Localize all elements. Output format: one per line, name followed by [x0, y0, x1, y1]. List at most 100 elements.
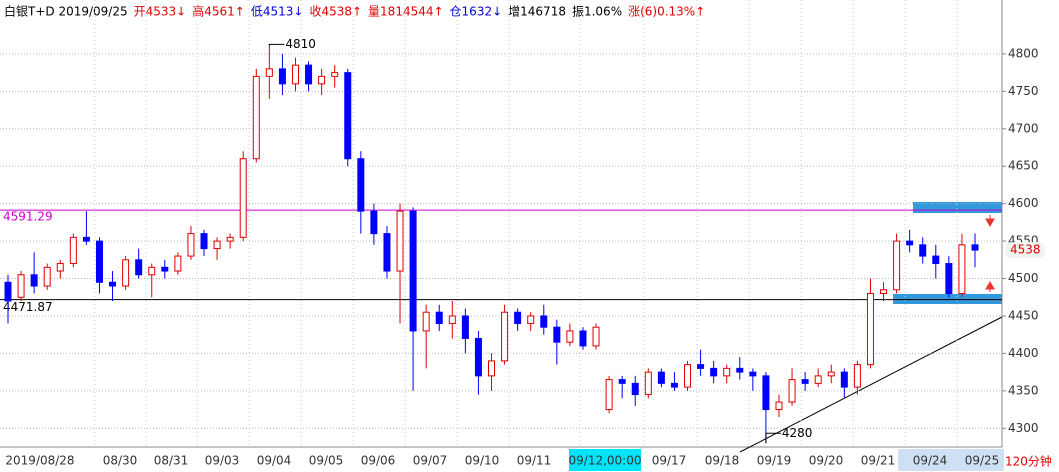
x-tick-label: 09/18: [705, 454, 740, 468]
candle-body: [723, 367, 731, 377]
last-price-box: [1005, 242, 1045, 259]
candle-body: [69, 236, 77, 265]
support-zone: [893, 294, 1002, 304]
y-tick-label: 4300: [1008, 421, 1039, 435]
candle-body: [697, 364, 705, 369]
candle-body: [161, 266, 169, 272]
candle-body: [82, 236, 90, 242]
header-item: 仓1632↓: [450, 5, 503, 19]
candle-body: [919, 244, 927, 257]
candle-body: [200, 233, 208, 250]
candle-body: [56, 263, 64, 272]
x-tick-label: 09/11: [517, 454, 552, 468]
candle-body: [331, 72, 339, 77]
candle-body: [958, 244, 966, 295]
candle-body: [213, 240, 221, 250]
x-tick-label: 09/12,00:00: [569, 454, 642, 468]
x-tick-label: 09/06: [361, 454, 396, 468]
candle-body: [684, 364, 692, 388]
header-item: 低4513↓: [251, 5, 304, 19]
candle-body: [579, 330, 587, 347]
candle-body: [265, 68, 273, 77]
x-tick-label: 2019/08/28: [5, 454, 74, 468]
x-tick-label: 09/20: [809, 454, 844, 468]
up-arrow: [985, 280, 995, 292]
candle-body: [932, 255, 940, 265]
candle-body: [840, 371, 848, 388]
x-tick-label: 09/25: [965, 454, 1000, 468]
candle-body: [644, 371, 652, 396]
cursor-date-box: [569, 449, 641, 471]
high-label: 4810: [285, 37, 316, 51]
candle-body: [226, 236, 234, 242]
candle-body: [357, 158, 365, 212]
x-tick-label: 09/07: [413, 454, 448, 468]
x-tick-label: 09/19: [757, 454, 792, 468]
candle-body: [383, 233, 391, 272]
trend-line: [739, 316, 1003, 453]
candle-body: [305, 64, 313, 85]
candle-body: [866, 293, 874, 366]
candle-body: [827, 371, 835, 377]
low-label: 4280: [782, 426, 813, 440]
header-item: 开4533↓: [134, 5, 187, 19]
candle-body: [670, 382, 678, 388]
y-tick-label: 4400: [1008, 346, 1039, 360]
candle-body: [605, 379, 613, 411]
candle-body: [762, 375, 770, 411]
candle-body: [122, 259, 130, 287]
candle-body: [291, 64, 299, 85]
candle-body: [187, 233, 195, 257]
candle-body: [631, 382, 639, 396]
candle-body: [4, 281, 12, 302]
candle-body: [788, 379, 796, 403]
candle-body: [540, 315, 548, 328]
candle-body: [592, 326, 600, 347]
level-label: 4591.29: [3, 210, 53, 224]
x-tick-label: 08/31: [154, 454, 189, 468]
candle-body: [736, 367, 744, 373]
candle-body: [618, 379, 626, 384]
x-tick-label: 09/17: [652, 454, 687, 468]
resistance-zone: [913, 202, 1002, 213]
y-tick-label: 4800: [1008, 46, 1039, 60]
last-price: 4538: [1010, 243, 1041, 257]
candle-body: [278, 68, 286, 85]
candle-body: [252, 75, 260, 160]
candle-body: [893, 240, 901, 291]
candle-body: [710, 367, 718, 377]
header-item: 白银T+D 2019/09/25: [4, 4, 128, 19]
candle-body: [17, 274, 25, 298]
candle-body: [461, 315, 469, 339]
candle-body: [174, 255, 182, 272]
candle-body: [30, 274, 38, 287]
candle-body: [148, 266, 156, 276]
x-tick-label: 09/21: [861, 454, 896, 468]
x-tick-label: 08/30: [103, 454, 138, 468]
x-tick-label: 09/24: [913, 454, 948, 468]
x-tick-label: 09/10: [465, 454, 500, 468]
candle-body: [422, 311, 430, 332]
y-tick-label: 4450: [1008, 308, 1039, 322]
candle-body: [409, 210, 417, 332]
y-tick-label: 4700: [1008, 121, 1039, 135]
header-item: 高4561↑: [192, 4, 245, 19]
period-label: 120分钟: [1005, 454, 1052, 469]
candle-body: [109, 281, 117, 287]
candle-body: [566, 330, 574, 343]
candle-body: [880, 289, 888, 295]
candle-body: [971, 244, 979, 251]
y-tick-label: 4500: [1008, 271, 1039, 285]
header-item: 涨(6)0.13%↑: [628, 4, 705, 19]
candle-body: [135, 259, 143, 276]
level-label: 4471.87: [3, 300, 53, 314]
x-tick-label: 09/05: [309, 454, 344, 468]
candle-body: [474, 337, 482, 377]
candle-body: [435, 311, 443, 324]
candle-body: [775, 401, 783, 411]
header-item: 量1814544↑: [368, 5, 444, 19]
y-tick-label: 4350: [1008, 383, 1039, 397]
candle-body: [239, 158, 247, 238]
header-item: 收4538↑: [309, 5, 362, 19]
